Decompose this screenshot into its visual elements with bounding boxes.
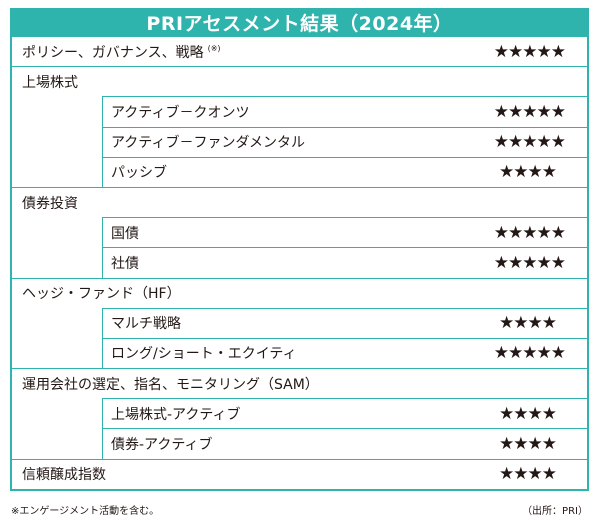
table-row-active-quant: アクティブ－クオンツ ★★★★★: [102, 96, 587, 127]
star-rating: ★★★★★: [493, 343, 566, 364]
table-row-fixed-income: 債券投資: [12, 186, 587, 217]
note-marker: (※): [207, 43, 221, 53]
table-row-long-short: ロング/ショート・エクイティ ★★★★★: [102, 337, 587, 369]
row-label: 信頼醸成指数: [22, 467, 106, 484]
table-row-sovereign: 国債 ★★★★★: [102, 217, 587, 248]
star-rating: ★★★★: [499, 403, 557, 424]
table-row-hedge-fund: ヘッジ・ファンド（HF）: [12, 277, 587, 308]
row-label: 上場株式-アクティブ: [111, 406, 241, 423]
row-label: 社債: [111, 255, 139, 272]
star-rating: ★★★★★: [493, 132, 566, 153]
row-label: 運用会社の選定、指名、モニタリング（SAM）: [22, 376, 319, 393]
table-row-sam: 運用会社の選定、指名、モニタリング（SAM）: [12, 368, 587, 398]
row-label: 債券投資: [22, 195, 78, 212]
table-row-listed-equity: 上場株式: [12, 66, 587, 96]
row-label: 債券-アクティブ: [111, 437, 213, 454]
row-label: マルチ戦略: [111, 316, 181, 333]
table-row-sam-fixed-income: 債券-アクティブ ★★★★: [102, 428, 587, 459]
row-label: ヘッジ・ファンド（HF）: [22, 286, 181, 303]
row-label: ロング/ショート・エクイティ: [111, 346, 297, 363]
star-rating: ★★★★: [499, 434, 557, 455]
star-rating: ★★★★★: [493, 252, 566, 273]
pri-assessment-table: PRIアセスメント結果（2024年） ポリシー、ガバナンス、戦略 (※) ★★★★…: [10, 8, 589, 495]
star-rating: ★★★★★: [493, 222, 566, 243]
star-rating: ★★★★: [499, 313, 557, 334]
star-rating: ★★★★★: [493, 101, 566, 122]
row-label: ポリシー、ガバナンス、戦略 (※): [22, 43, 221, 61]
table-body: ポリシー、ガバナンス、戦略 (※) ★★★★★ 上場株式 アクティブ－クオンツ ★…: [10, 36, 589, 491]
table-row-multi-strategy: マルチ戦略 ★★★★: [102, 307, 587, 338]
table-title: PRIアセスメント結果（2024年）: [10, 8, 589, 36]
row-label: パッシブ: [111, 165, 167, 182]
table-row-confidence: 信頼醸成指数 ★★★★: [12, 458, 587, 489]
star-rating: ★★★★: [499, 162, 557, 183]
source-note: （出所：PRI）: [522, 506, 588, 517]
table-row-sam-equity: 上場株式-アクティブ ★★★★: [102, 398, 587, 429]
row-label: 国債: [111, 225, 139, 242]
table-row-passive: パッシブ ★★★★: [102, 156, 587, 187]
table-row-corporate: 社債 ★★★★★: [102, 247, 587, 278]
row-label: アクティブ－クオンツ: [111, 104, 250, 121]
table-row-active-fundamental: アクティブ－ファンダメンタル ★★★★★: [102, 126, 587, 157]
row-label: 上場株式: [22, 74, 78, 91]
star-rating: ★★★★★: [493, 41, 566, 62]
table-row-policy: ポリシー、ガバナンス、戦略 (※) ★★★★★: [12, 36, 587, 66]
star-rating: ★★★★: [499, 464, 557, 485]
footnote: ※エンゲージメント活動を含む。: [11, 506, 160, 517]
row-label: アクティブ－ファンダメンタル: [111, 135, 306, 152]
